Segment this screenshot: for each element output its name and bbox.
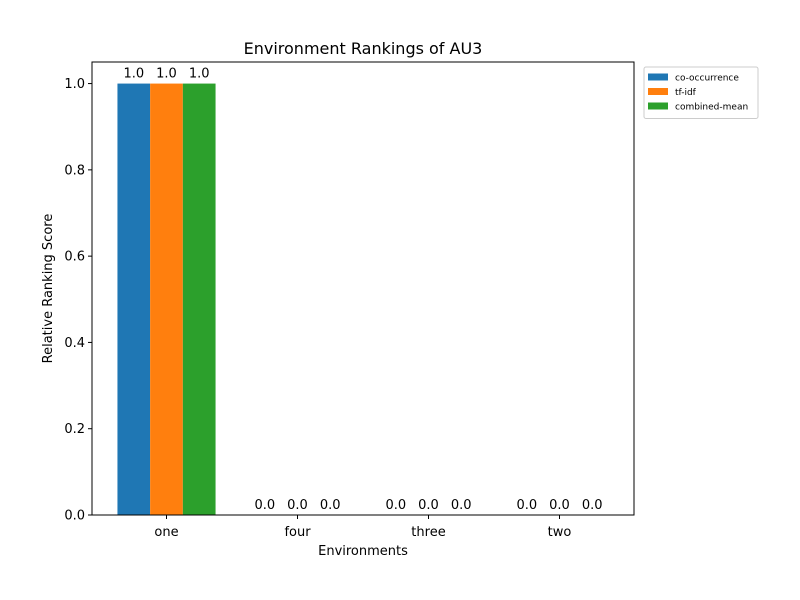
y-tick-label-0.2: 0.2	[64, 422, 85, 437]
plot-area: 1.0 1.0 1.0 one 0.0 0.0 0.0 four 0.0 0.0 0.0 three 0…	[64, 67, 602, 540]
x-axis-label: Environments	[318, 544, 408, 559]
data-label-co-occurrence-two: 0.0	[516, 498, 537, 513]
y-tick-label-0.8: 0.8	[64, 163, 85, 178]
legend-swatch-co-occurrence	[648, 73, 668, 81]
legend-label-combined-mean: combined-mean	[675, 103, 748, 113]
legend-swatch-tf-idf	[648, 88, 668, 95]
legend-label-tf-idf: tf-idf	[675, 88, 697, 98]
y-tick-label-1.0: 1.0	[64, 77, 85, 92]
legend: co-occurrence tf-idf combined-mean	[643, 66, 759, 119]
data-label-co-occurrence-three: 0.0	[385, 498, 406, 513]
data-label-combined-mean-three: 0.0	[451, 498, 472, 513]
data-label-co-occurrence-one: 1.0	[123, 67, 144, 82]
x-tick-label-four: four	[284, 525, 311, 540]
y-tick-label-0.0: 0.0	[64, 509, 85, 524]
x-tick-label-one: one	[154, 525, 178, 540]
legend-frame	[643, 66, 759, 119]
data-label-combined-mean-one: 1.0	[189, 67, 210, 82]
bar-tf-idf-one	[150, 83, 183, 516]
x-tick-label-three: three	[411, 525, 445, 540]
bar-co-occurrence-one	[117, 83, 151, 516]
plot-frame	[91, 61, 635, 516]
data-label-tf-idf-three: 0.0	[418, 498, 439, 513]
data-label-tf-idf-one: 1.0	[156, 67, 177, 82]
chart-title: Environment Rankings of AU3	[244, 39, 483, 58]
x-tick-label-two: two	[548, 525, 572, 540]
bar-combined-mean-one	[182, 83, 216, 516]
data-label-combined-mean-two: 0.0	[582, 498, 603, 513]
data-label-tf-idf-two: 0.0	[549, 498, 570, 513]
legend-label-co-occurrence: co-occurrence	[675, 74, 739, 84]
data-label-tf-idf-four: 0.0	[287, 498, 308, 513]
data-label-co-occurrence-four: 0.0	[254, 498, 275, 513]
legend-swatch-combined-mean	[648, 102, 668, 110]
data-label-combined-mean-four: 0.0	[320, 498, 341, 513]
y-tick-label-0.6: 0.6	[64, 250, 85, 265]
y-tick-label-0.4: 0.4	[64, 336, 85, 351]
y-axis-label: Relative Ranking Score	[41, 214, 56, 364]
